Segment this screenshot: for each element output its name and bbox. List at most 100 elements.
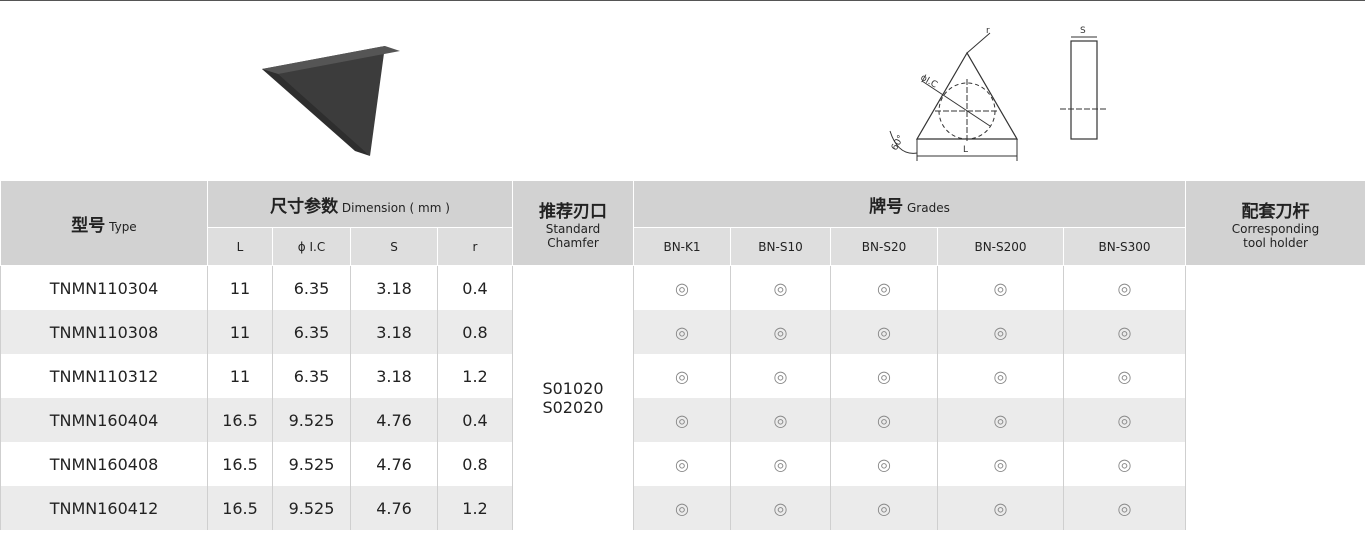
dimension-column: r <box>437 227 513 266</box>
chamfer-code: S02020 <box>542 398 604 417</box>
grade-mark: ◎ <box>1062 310 1187 354</box>
grade-mark: ◎ <box>1062 354 1187 398</box>
table-cell: TNMN160404 <box>0 398 208 442</box>
table-cell: TNMN110308 <box>0 310 208 354</box>
header-text: Type <box>109 219 137 234</box>
table-cell: 1.2 <box>437 486 513 530</box>
grade-column: BN-S20 <box>830 227 938 266</box>
grade-mark: ◎ <box>730 265 831 310</box>
grade-mark: ◎ <box>730 354 831 398</box>
grade-mark: ◎ <box>937 398 1064 442</box>
header-images: r ϕI.C S L 60° <box>0 0 1365 161</box>
grade-mark: ◎ <box>830 486 938 530</box>
table-cell: 11 <box>207 354 273 398</box>
grades-header: 牌号 Grades <box>632 180 1187 228</box>
grade-mark: ◎ <box>1062 486 1187 530</box>
table-cell: 4.76 <box>350 398 438 442</box>
grade-mark: ◎ <box>633 442 731 486</box>
table-row: TNMN160404 16.5 9.525 4.76 0.4 ◎ ◎ ◎ ◎ ◎ <box>0 398 1365 442</box>
diagram-label: S <box>1080 26 1086 36</box>
table-cell: 1.2 <box>437 354 513 398</box>
header-text: 配套刀杆 <box>1241 201 1310 222</box>
table-row: TNMN160412 16.5 9.525 4.76 1.2 ◎ ◎ ◎ ◎ ◎ <box>0 486 1365 530</box>
grade-column: BN-K1 <box>633 227 731 266</box>
table-cell: 6.35 <box>272 310 351 354</box>
dimension-column: L <box>207 227 273 266</box>
header-text: tool holder <box>1243 235 1308 250</box>
table-cell: TNMN160408 <box>0 442 208 486</box>
table-cell: 0.4 <box>437 398 513 442</box>
table-cell: 6.35 <box>272 354 351 398</box>
holder-header: 配套刀杆 Corresponding tool holder <box>1185 180 1365 266</box>
table-cell: 9.525 <box>272 398 351 442</box>
grade-mark: ◎ <box>730 398 831 442</box>
table-cell: 16.5 <box>207 442 273 486</box>
grade-mark: ◎ <box>830 442 938 486</box>
grade-mark: ◎ <box>633 354 731 398</box>
grade-mark: ◎ <box>730 486 831 530</box>
chamfer-header: 推荐刃口 Standard Chamfer <box>512 180 634 266</box>
grade-mark: ◎ <box>937 354 1064 398</box>
table-cell: 11 <box>207 310 273 354</box>
product-image <box>262 46 400 156</box>
grade-mark: ◎ <box>1062 265 1187 310</box>
table-cell: 3.18 <box>350 310 438 354</box>
grade-mark: ◎ <box>730 310 831 354</box>
table-cell: 11 <box>207 265 273 310</box>
table-cell: 16.5 <box>207 486 273 530</box>
table-cell: TNMN160412 <box>0 486 208 530</box>
table-cell: 4.76 <box>350 486 438 530</box>
table-cell: 3.18 <box>350 354 438 398</box>
table-cell: 0.4 <box>437 265 513 310</box>
table-cell: 0.8 <box>437 442 513 486</box>
header-text: 推荐刃口 <box>539 201 607 222</box>
grade-mark: ◎ <box>830 354 938 398</box>
header-text: Dimension ( mm ) <box>341 200 450 215</box>
grade-column: BN-S200 <box>937 227 1064 266</box>
diagram-label: ϕI.C <box>919 73 939 91</box>
table-cell: 9.525 <box>272 486 351 530</box>
dimension-header: 尺寸参数 Dimension ( mm ) <box>207 180 513 228</box>
header-text: Corresponding <box>1231 221 1320 236</box>
header-text: Grades <box>907 200 950 215</box>
grade-mark: ◎ <box>1062 398 1187 442</box>
grade-mark: ◎ <box>633 486 731 530</box>
table-cell: TNMN110312 <box>0 354 208 398</box>
chamfer-cell: S01020 S02020 <box>512 265 634 530</box>
grade-mark: ◎ <box>937 310 1064 354</box>
table-row: TNMN110312 11 6.35 3.18 1.2 ◎ ◎ ◎ ◎ ◎ <box>0 354 1365 398</box>
grade-mark: ◎ <box>937 265 1064 310</box>
diagram-label: L <box>963 145 968 155</box>
grade-mark: ◎ <box>937 486 1064 530</box>
grade-mark: ◎ <box>633 310 731 354</box>
table-row: TNMN110308 11 6.35 3.18 0.8 ◎ ◎ ◎ ◎ ◎ <box>0 310 1365 354</box>
header-text: 型号 <box>71 215 106 236</box>
spec-table: 型号 Type 尺寸参数 Dimension ( mm ) 推荐刃口 Standa… <box>0 180 1365 530</box>
grade-mark: ◎ <box>730 442 831 486</box>
grade-mark: ◎ <box>830 310 938 354</box>
grade-mark: ◎ <box>633 398 731 442</box>
table-cell: 9.525 <box>272 442 351 486</box>
grade-mark: ◎ <box>1062 442 1187 486</box>
header-text: 牌号 <box>869 196 904 217</box>
table-cell: 4.76 <box>350 442 438 486</box>
dimension-column: S <box>350 227 438 266</box>
dimension-column: ϕ I.C <box>272 227 351 266</box>
grade-column: BN-S10 <box>730 227 831 266</box>
table-cell: 0.8 <box>437 310 513 354</box>
diagram-label: r <box>986 26 990 36</box>
header-text: 尺寸参数 <box>270 196 339 217</box>
grade-mark: ◎ <box>830 398 938 442</box>
table-row: TNMN110304 11 6.35 3.18 0.4 S01020 S02020 ◎ ◎ ◎ ◎ ◎ <box>0 265 1365 530</box>
table-cell: TNMN110304 <box>0 265 208 310</box>
table-row: TNMN160408 16.5 9.525 4.76 0.8 ◎ ◎ ◎ ◎ ◎ <box>0 442 1365 486</box>
insert-drawing <box>889 32 1108 161</box>
grade-column: BN-S300 <box>1062 227 1187 266</box>
grade-mark: ◎ <box>937 442 1064 486</box>
chamfer-code: S01020 <box>542 379 604 398</box>
table-cell: 16.5 <box>207 398 273 442</box>
holder-cell <box>1185 265 1365 530</box>
grade-mark: ◎ <box>830 265 938 310</box>
header-text: Chamfer <box>547 235 599 250</box>
type-header: 型号 Type <box>0 180 208 266</box>
